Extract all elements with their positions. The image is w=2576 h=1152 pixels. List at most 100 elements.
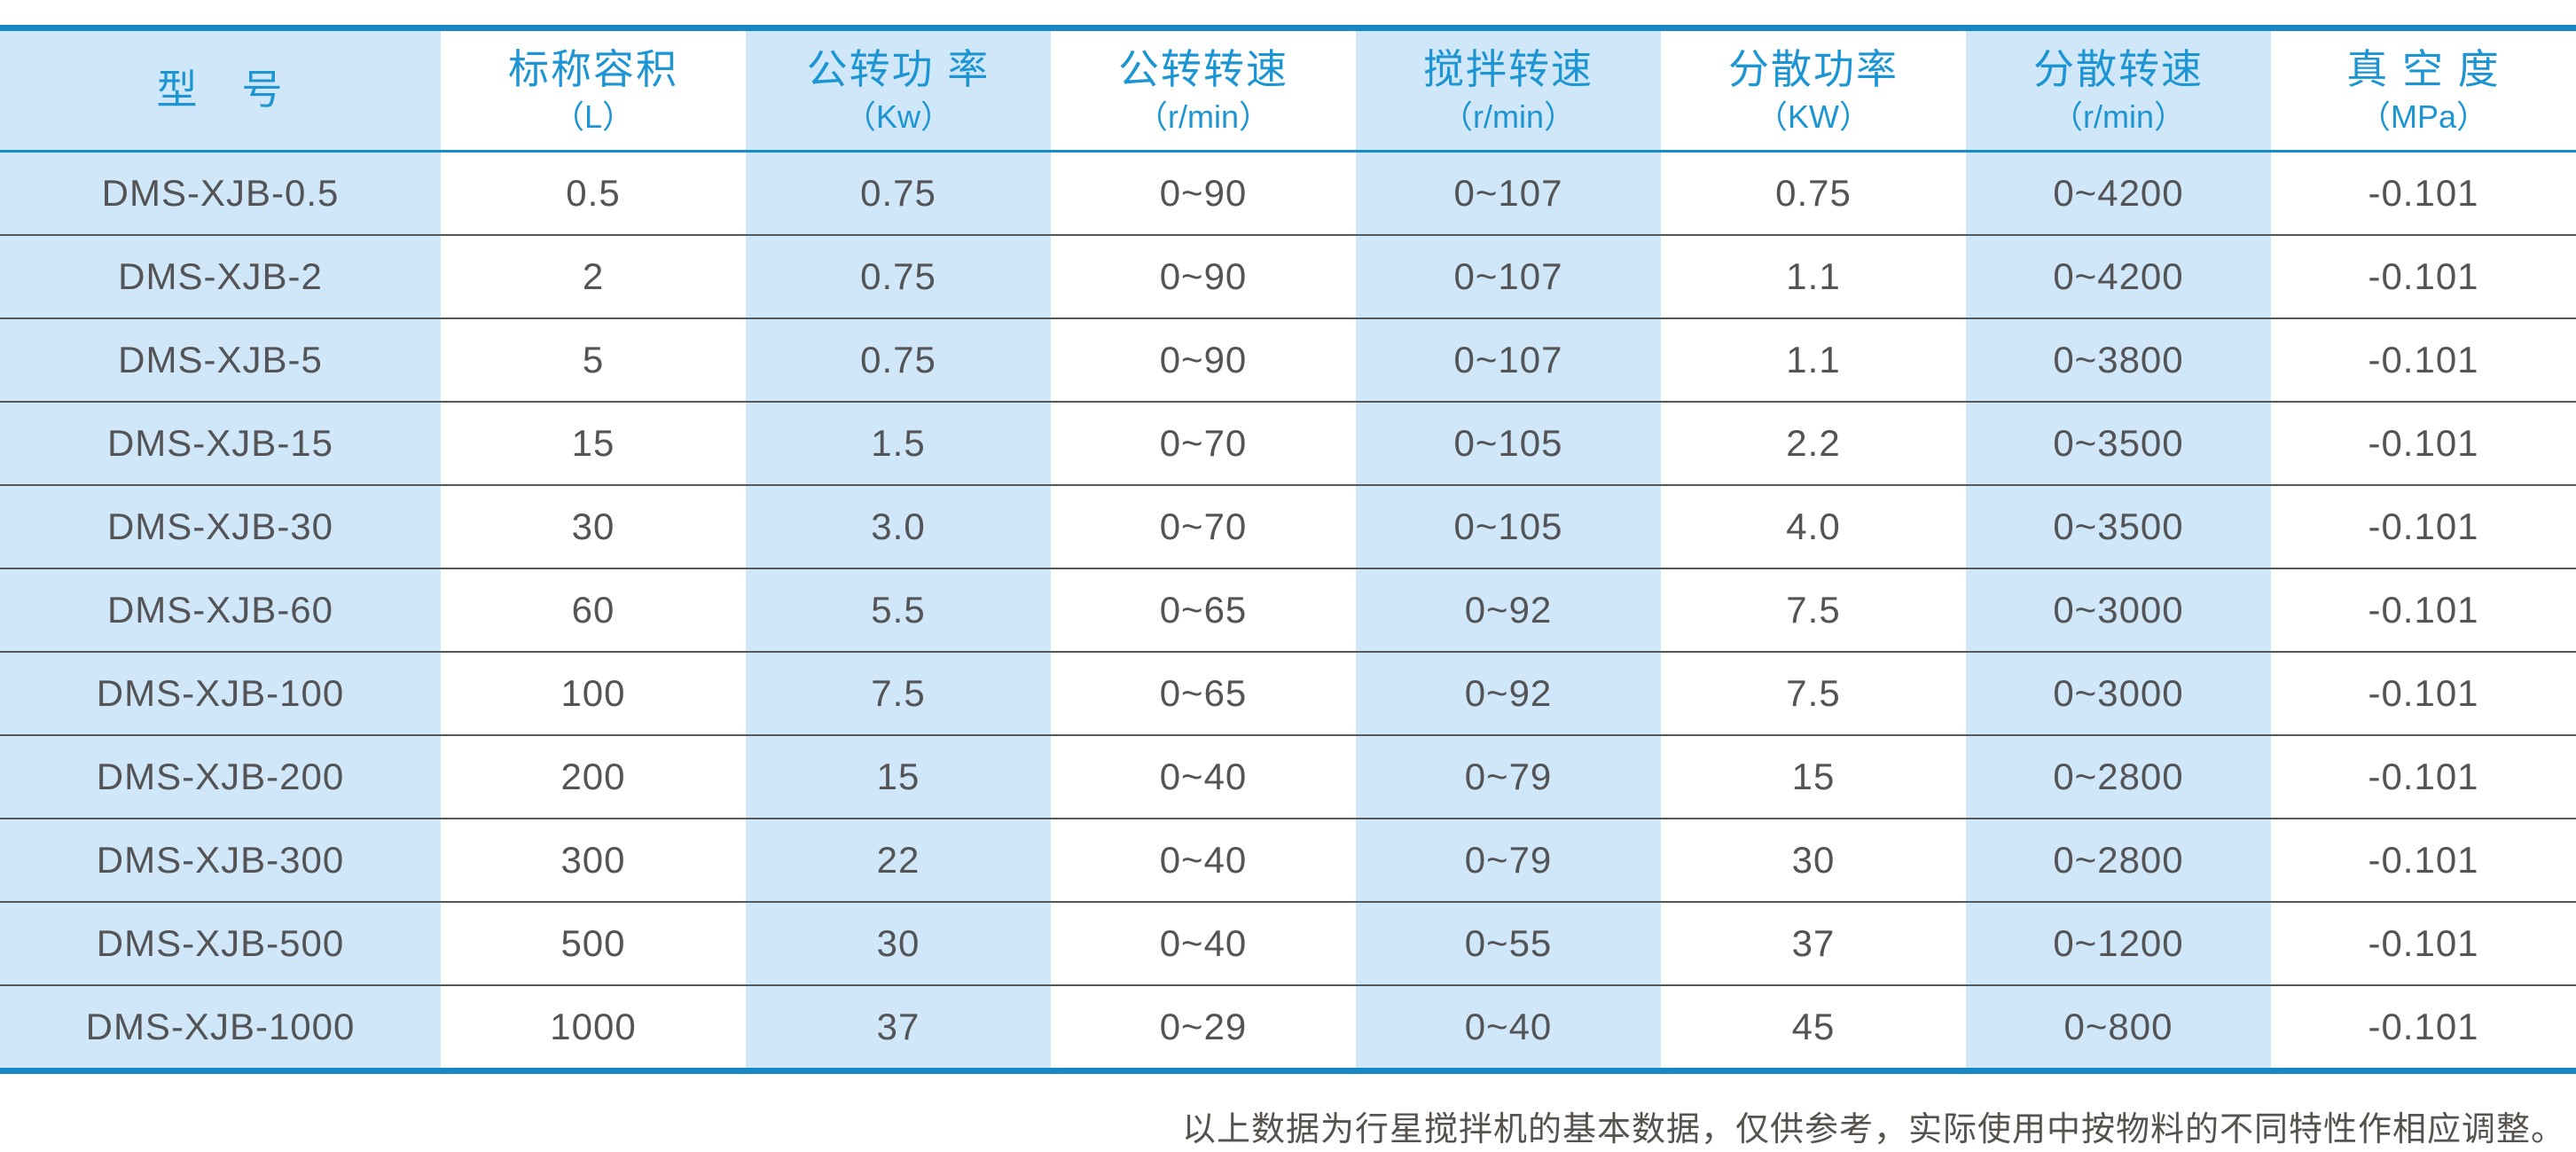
value-cell: 0~40 xyxy=(1051,903,1356,984)
table-body: DMS-XJB-0.5 0.5 0.75 0~90 0~107 0.75 0~4200 -0.… xyxy=(0,153,2576,1068)
model-cell: DMS-XJB-2 xyxy=(0,236,441,317)
header-title: 型 号 xyxy=(156,67,285,114)
value-cell: 0~107 xyxy=(1356,153,1661,234)
header-cell-6: 分散转速 （r/min） xyxy=(1966,31,2271,150)
value-cell: 0~800 xyxy=(1966,986,2271,1068)
model-cell: DMS-XJB-30 xyxy=(0,486,441,568)
value-cell: 0~90 xyxy=(1051,319,1356,401)
value-cell: 0~105 xyxy=(1356,486,1661,568)
value-cell: 0~65 xyxy=(1051,569,1356,651)
model-cell: DMS-XJB-0.5 xyxy=(0,153,441,234)
model-cell: DMS-XJB-200 xyxy=(0,736,441,818)
header-title: 公转转速 xyxy=(1118,45,1288,92)
header-title: 公转功 率 xyxy=(806,45,990,92)
value-cell: -0.101 xyxy=(2271,153,2576,234)
value-cell: 0~40 xyxy=(1356,986,1661,1068)
value-cell: 0.75 xyxy=(1661,153,1966,234)
table-row: DMS-XJB-30 30 3.0 0~70 0~105 4.0 0~3500 -0.101 xyxy=(0,484,2576,568)
value-cell: 0~90 xyxy=(1051,236,1356,317)
value-cell: -0.101 xyxy=(2271,986,2576,1068)
value-cell: 0~55 xyxy=(1356,903,1661,984)
value-cell: 0~70 xyxy=(1051,403,1356,484)
value-cell: 0~79 xyxy=(1356,736,1661,818)
table-bottom-border xyxy=(0,1068,2576,1074)
table-row: DMS-XJB-60 60 5.5 0~65 0~92 7.5 0~3000 -0.101 xyxy=(0,568,2576,651)
value-cell: 7.5 xyxy=(1661,569,1966,651)
header-unit: （KW） xyxy=(1756,98,1871,136)
header-cell-7: 真 空 度 （MPa） xyxy=(2271,31,2576,150)
header-cell-0: 型 号 xyxy=(0,31,441,150)
header-title: 搅拌转速 xyxy=(1423,45,1593,92)
value-cell: 4.0 xyxy=(1661,486,1966,568)
value-cell: 0.75 xyxy=(746,153,1051,234)
value-cell: 1.5 xyxy=(746,403,1051,484)
header-unit: （Kw） xyxy=(843,98,952,136)
value-cell: 0~3800 xyxy=(1966,319,2271,401)
value-cell: 0~4200 xyxy=(1966,236,2271,317)
table-row: DMS-XJB-200 200 15 0~40 0~79 15 0~2800 -0.101 xyxy=(0,734,2576,818)
model-cell: DMS-XJB-100 xyxy=(0,653,441,734)
header-cell-3: 公转转速 （r/min） xyxy=(1051,31,1356,150)
value-cell: 37 xyxy=(1661,903,1966,984)
value-cell: -0.101 xyxy=(2271,569,2576,651)
value-cell: 2 xyxy=(441,236,746,317)
value-cell: 5.5 xyxy=(746,569,1051,651)
value-cell: 1.1 xyxy=(1661,236,1966,317)
header-unit: （r/min） xyxy=(1441,98,1576,136)
header-unit: （r/min） xyxy=(2051,98,2186,136)
value-cell: 0~40 xyxy=(1051,819,1356,901)
value-cell: 30 xyxy=(746,903,1051,984)
value-cell: 0~65 xyxy=(1051,653,1356,734)
value-cell: 1000 xyxy=(441,986,746,1068)
value-cell: 300 xyxy=(441,819,746,901)
value-cell: 45 xyxy=(1661,986,1966,1068)
table-top-border xyxy=(0,25,2576,31)
model-cell: DMS-XJB-15 xyxy=(0,403,441,484)
value-cell: 200 xyxy=(441,736,746,818)
value-cell: -0.101 xyxy=(2271,403,2576,484)
header-cell-5: 分散功率 （KW） xyxy=(1661,31,1966,150)
table-row: DMS-XJB-5 5 0.75 0~90 0~107 1.1 0~3800 -0.101 xyxy=(0,317,2576,401)
value-cell: -0.101 xyxy=(2271,736,2576,818)
value-cell: 7.5 xyxy=(746,653,1051,734)
value-cell: 0~92 xyxy=(1356,653,1661,734)
table-row: DMS-XJB-0.5 0.5 0.75 0~90 0~107 0.75 0~4200 -0.… xyxy=(0,153,2576,234)
model-cell: DMS-XJB-1000 xyxy=(0,986,441,1068)
value-cell: 22 xyxy=(746,819,1051,901)
value-cell: 3.0 xyxy=(746,486,1051,568)
table-row: DMS-XJB-2 2 0.75 0~90 0~107 1.1 0~4200 -0.101 xyxy=(0,234,2576,317)
header-unit: （L） xyxy=(552,98,635,136)
spec-table: 型 号 标称容积 （L） 公转功 率 （Kw） 公转转速 （r/min） 搅拌转速 （r/min… xyxy=(0,25,2576,1074)
value-cell: 2.2 xyxy=(1661,403,1966,484)
table-row: DMS-XJB-1000 1000 37 0~29 0~40 45 0~800 -0.101 xyxy=(0,984,2576,1068)
value-cell: -0.101 xyxy=(2271,319,2576,401)
value-cell: 0~70 xyxy=(1051,486,1356,568)
value-cell: 0.75 xyxy=(746,236,1051,317)
value-cell: 0~40 xyxy=(1051,736,1356,818)
value-cell: -0.101 xyxy=(2271,486,2576,568)
value-cell: 100 xyxy=(441,653,746,734)
value-cell: 7.5 xyxy=(1661,653,1966,734)
footer-note: 以上数据为行星搅拌机的基本数据，仅供参考，实际使用中按物料的不同特性作相应调整。 xyxy=(1181,1109,2565,1148)
model-cell: DMS-XJB-300 xyxy=(0,819,441,901)
value-cell: 0~90 xyxy=(1051,153,1356,234)
model-cell: DMS-XJB-60 xyxy=(0,569,441,651)
header-title: 分散功率 xyxy=(1728,45,1899,92)
header-title: 分散转速 xyxy=(2033,45,2204,92)
value-cell: -0.101 xyxy=(2271,653,2576,734)
value-cell: 60 xyxy=(441,569,746,651)
value-cell: -0.101 xyxy=(2271,236,2576,317)
value-cell: 5 xyxy=(441,319,746,401)
model-cell: DMS-XJB-500 xyxy=(0,903,441,984)
table-row: DMS-XJB-500 500 30 0~40 0~55 37 0~1200 -0.101 xyxy=(0,901,2576,984)
value-cell: 0~2800 xyxy=(1966,736,2271,818)
value-cell: 30 xyxy=(441,486,746,568)
value-cell: 0~3500 xyxy=(1966,403,2271,484)
value-cell: 37 xyxy=(746,986,1051,1068)
value-cell: 0~2800 xyxy=(1966,819,2271,901)
header-cell-1: 标称容积 （L） xyxy=(441,31,746,150)
value-cell: 500 xyxy=(441,903,746,984)
table-row: DMS-XJB-15 15 1.5 0~70 0~105 2.2 0~3500 -0.101 xyxy=(0,401,2576,484)
value-cell: 0~1200 xyxy=(1966,903,2271,984)
